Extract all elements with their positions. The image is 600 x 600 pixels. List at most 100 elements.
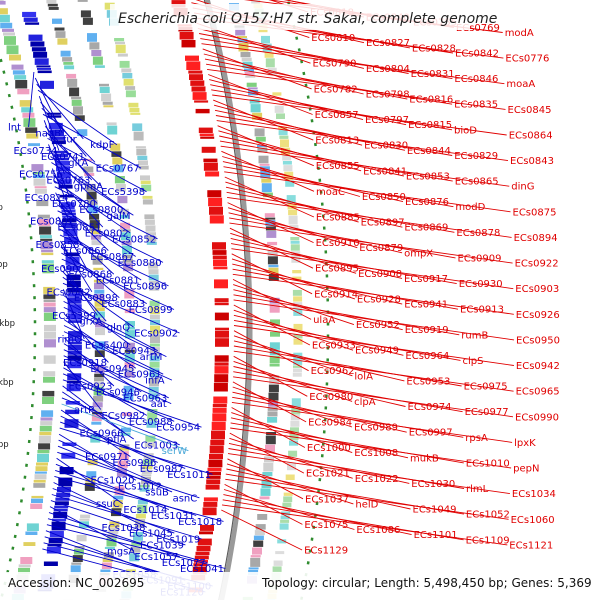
gene-label-ECs5398[interactable]: ECs5398 [101, 187, 145, 198]
gene-label-ECs1012[interactable]: ECs1012 [118, 482, 162, 493]
gene-label-ECs0953[interactable]: ECs0953 [406, 376, 450, 387]
gene-label-ECs0923[interactable]: ECs0923 [69, 382, 113, 393]
gene-label-ECs1000[interactable]: ECs1000 [307, 443, 351, 454]
gene-label-ECs0965[interactable]: ECs0965 [516, 387, 560, 398]
gene-label-ECs1049[interactable]: ECs1049 [413, 505, 457, 516]
gene-label-ECs0954[interactable]: ECs0954 [156, 423, 200, 434]
gene-label-ECs0875[interactable]: ECs0875 [513, 207, 557, 218]
gene-label-ECs0896[interactable]: ECs0896 [123, 281, 167, 292]
gene-label-lolA[interactable]: lolA [354, 371, 373, 382]
gene-label-helD[interactable]: helD [355, 499, 378, 510]
gene-label-nagB[interactable]: nagB [35, 128, 61, 139]
gene-label-ECs0899[interactable]: ECs0899 [129, 305, 173, 316]
gene-label-ECs0835[interactable]: ECs0835 [454, 100, 498, 111]
gene-label-ECs1021[interactable]: ECs1021 [306, 469, 350, 480]
gene-label-ECs0982[interactable]: ECs0982 [101, 411, 145, 422]
gene-label-ECs0831[interactable]: ECs0831 [411, 69, 455, 80]
gene-label-artP[interactable]: artP [74, 405, 94, 416]
gene-label-asnC[interactable]: asnC [173, 493, 198, 504]
gene-label-fur[interactable]: fur [63, 134, 78, 145]
gene-label-ECs0909[interactable]: ECs0909 [458, 253, 502, 264]
gene-label-infA[interactable]: infA [145, 376, 165, 387]
gene-label-ECs1045[interactable]: ECs1045 [129, 529, 173, 540]
gene-label-ECs1086[interactable]: ECs1086 [356, 525, 400, 536]
gene-label-kdpF[interactable]: kdpF [90, 140, 114, 151]
gene-label-ECs5400[interactable]: ECs5400 [85, 340, 129, 351]
gene-label-ECs0851[interactable]: ECs0851 [57, 223, 101, 234]
gene-label-ECs0980[interactable]: ECs0980 [309, 392, 353, 403]
gene-label-ECs0864[interactable]: ECs0864 [509, 131, 553, 142]
gene-label-ECs0883[interactable]: ECs0883 [101, 299, 145, 310]
gene-label-ECs0867[interactable]: ECs0867 [90, 252, 134, 263]
gene-label-ECs0843[interactable]: ECs0843 [510, 156, 554, 167]
gene-label-ECs0878[interactable]: ECs0878 [456, 228, 500, 239]
gene-label-ECs0882[interactable]: ECs0882 [47, 287, 91, 298]
gene-label-ECs0829[interactable]: ECs0829 [454, 151, 498, 162]
gene-label-ECs0942[interactable]: ECs0942 [516, 361, 560, 372]
gene-label-ECs0881[interactable]: ECs0881 [96, 276, 140, 287]
gene-label-ECs0868[interactable]: ECs0868 [68, 270, 112, 281]
gene-label-ECs5399[interactable]: ECs5399 [52, 311, 96, 322]
gene-label-ECs0961[interactable]: ECs0961 [118, 370, 162, 381]
gene-label-modD[interactable]: modD [455, 202, 485, 213]
gene-label-ECs0858[interactable]: ECs0858 [36, 240, 80, 251]
gene-label-ECs0756[interactable]: ECs0756 [19, 170, 63, 181]
gene-label-serW[interactable]: serW [162, 446, 187, 457]
gene-label-ECs0841[interactable]: ECs0841 [363, 166, 407, 177]
gene-label-ECs1008[interactable]: ECs1008 [354, 448, 398, 459]
gene-label-ECs0857[interactable]: ECs0857 [315, 110, 359, 121]
gene-label-ECs0828[interactable]: ECs0828 [412, 43, 456, 54]
gene-label-ECs1038[interactable]: ECs1038 [102, 523, 146, 534]
gene-label-ECs1003[interactable]: ECs1003 [134, 440, 178, 451]
gene-label-ECs0926[interactable]: ECs0926 [516, 310, 560, 321]
gene-label-ECs0963[interactable]: ECs0963 [123, 393, 167, 404]
gene-label-ECs0922[interactable]: ECs0922 [515, 259, 559, 270]
gene-label-rpsA[interactable]: rpsA [465, 433, 488, 444]
gene-label-ECs0977[interactable]: ECs0977 [465, 407, 509, 418]
gene-label-clpA[interactable]: clpA [354, 397, 376, 408]
gene-label-ECs1019[interactable]: ECs1019 [156, 535, 200, 546]
gene-label-dinG[interactable]: dinG [511, 182, 534, 193]
gene-label-pepN[interactable]: pepN [513, 464, 539, 475]
gene-label-gltA[interactable]: gltA [68, 158, 88, 169]
gene-label-ECs0966[interactable]: ECs0966 [80, 429, 124, 440]
gene-label-ECs0869[interactable]: ECs0869 [404, 223, 448, 234]
gene-label-ECs0855[interactable]: ECs0855 [316, 161, 360, 172]
gene-label-ECs0945[interactable]: ECs0945 [90, 364, 134, 375]
gene-label-ECs1060[interactable]: ECs1060 [511, 515, 555, 526]
gene-label-ECs0975[interactable]: ECs0975 [464, 382, 508, 393]
gene-label-ssuB[interactable]: ssuB [145, 487, 169, 498]
gene-label-ECs0933[interactable]: ECs0933 [312, 341, 356, 352]
gene-label-ECs0930[interactable]: ECs0930 [459, 279, 503, 290]
gene-label-ECs0842[interactable]: ECs0842 [455, 49, 499, 60]
gene-label-artM[interactable]: artM [140, 352, 163, 363]
gene-label-gpmA[interactable]: gpmA [74, 181, 103, 192]
gene-label-ECs0876[interactable]: ECs0876 [405, 197, 449, 208]
gene-label-ECs0816[interactable]: ECs0816 [409, 95, 453, 106]
gene-label-ECs0986[interactable]: ECs0986 [112, 458, 156, 469]
gene-label-ECs0952[interactable]: ECs0952 [356, 320, 400, 331]
gene-label-ECs0913[interactable]: ECs0913 [460, 305, 504, 316]
gene-label-ECs0846[interactable]: ECs0846 [454, 74, 498, 85]
gene-label-ulaA[interactable]: ulaA [313, 315, 335, 326]
gene-label-ECs0801[interactable]: ECs0801 [30, 217, 74, 228]
gene-label-ECs0850[interactable]: ECs0850 [362, 192, 406, 203]
gene-label-clpS[interactable]: clpS [463, 356, 484, 367]
gene-label-ECs0844[interactable]: ECs0844 [407, 146, 451, 157]
gene-label-ECs0997[interactable]: ECs0997 [409, 428, 453, 439]
gene-label-ECs0946[interactable]: ECs0946 [96, 387, 140, 398]
gene-label-ECs0827[interactable]: ECs0827 [366, 38, 410, 49]
gene-label-mukB[interactable]: mukB [410, 453, 439, 464]
gene-label-ECs1010[interactable]: ECs1010 [466, 458, 510, 469]
gene-label-ECs1121[interactable]: ECs1121 [509, 540, 553, 551]
gene-label-grxA[interactable]: grxA [79, 317, 102, 328]
gene-label-ECs0894[interactable]: ECs0894 [514, 233, 558, 244]
gene-label-moaC[interactable]: moaC [316, 187, 345, 198]
gene-label-bioD[interactable]: bioD [454, 125, 477, 136]
gene-label-ECs1018[interactable]: ECs1018 [178, 517, 222, 528]
gene-label-ECs0780[interactable]: ECs0780 [52, 199, 96, 210]
gene-label-ECs0804[interactable]: ECs0804 [366, 64, 410, 75]
gene-label-ECs1101[interactable]: ECs1101 [414, 530, 458, 541]
gene-label-ECs0971[interactable]: ECs0971 [85, 452, 129, 463]
gene-label-ECs0919[interactable]: ECs0919 [405, 325, 449, 336]
